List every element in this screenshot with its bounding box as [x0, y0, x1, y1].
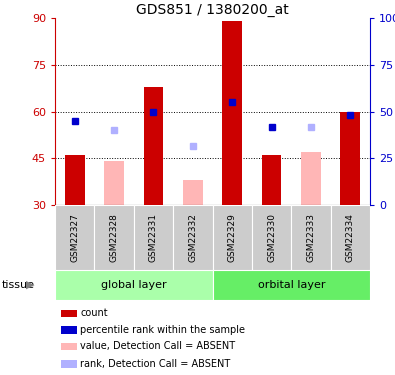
Text: global layer: global layer: [101, 280, 167, 290]
Bar: [213, 270, 370, 300]
Bar: [134, 205, 173, 270]
Text: rank, Detection Call = ABSENT: rank, Detection Call = ABSENT: [80, 359, 230, 369]
Text: GSM22328: GSM22328: [109, 213, 118, 262]
Text: orbital layer: orbital layer: [258, 280, 325, 290]
Bar: [55, 270, 213, 300]
Bar: [213, 205, 252, 270]
Bar: [301, 152, 321, 205]
Bar: [61, 343, 77, 350]
Bar: [262, 155, 281, 205]
Bar: [340, 111, 360, 205]
Bar: [222, 21, 242, 205]
Bar: [291, 205, 331, 270]
Bar: [61, 360, 77, 368]
Text: tissue: tissue: [2, 280, 35, 290]
Text: GSM22329: GSM22329: [228, 213, 237, 262]
Bar: [104, 161, 124, 205]
Text: percentile rank within the sample: percentile rank within the sample: [80, 325, 245, 335]
Title: GDS851 / 1380200_at: GDS851 / 1380200_at: [136, 3, 289, 17]
Bar: [55, 205, 94, 270]
Text: count: count: [80, 309, 108, 318]
Bar: [65, 155, 85, 205]
Bar: [61, 326, 77, 334]
Text: GSM22330: GSM22330: [267, 213, 276, 262]
Text: GSM22332: GSM22332: [188, 213, 198, 262]
Text: GSM22327: GSM22327: [70, 213, 79, 262]
Text: value, Detection Call = ABSENT: value, Detection Call = ABSENT: [80, 342, 235, 351]
Bar: [331, 205, 370, 270]
Bar: [61, 310, 77, 317]
Text: ▶: ▶: [26, 280, 34, 290]
Bar: [252, 205, 291, 270]
Bar: [173, 205, 213, 270]
Bar: [144, 87, 163, 205]
Bar: [94, 205, 134, 270]
Text: GSM22334: GSM22334: [346, 213, 355, 262]
Bar: [183, 180, 203, 205]
Text: GSM22333: GSM22333: [307, 213, 316, 262]
Text: GSM22331: GSM22331: [149, 213, 158, 262]
